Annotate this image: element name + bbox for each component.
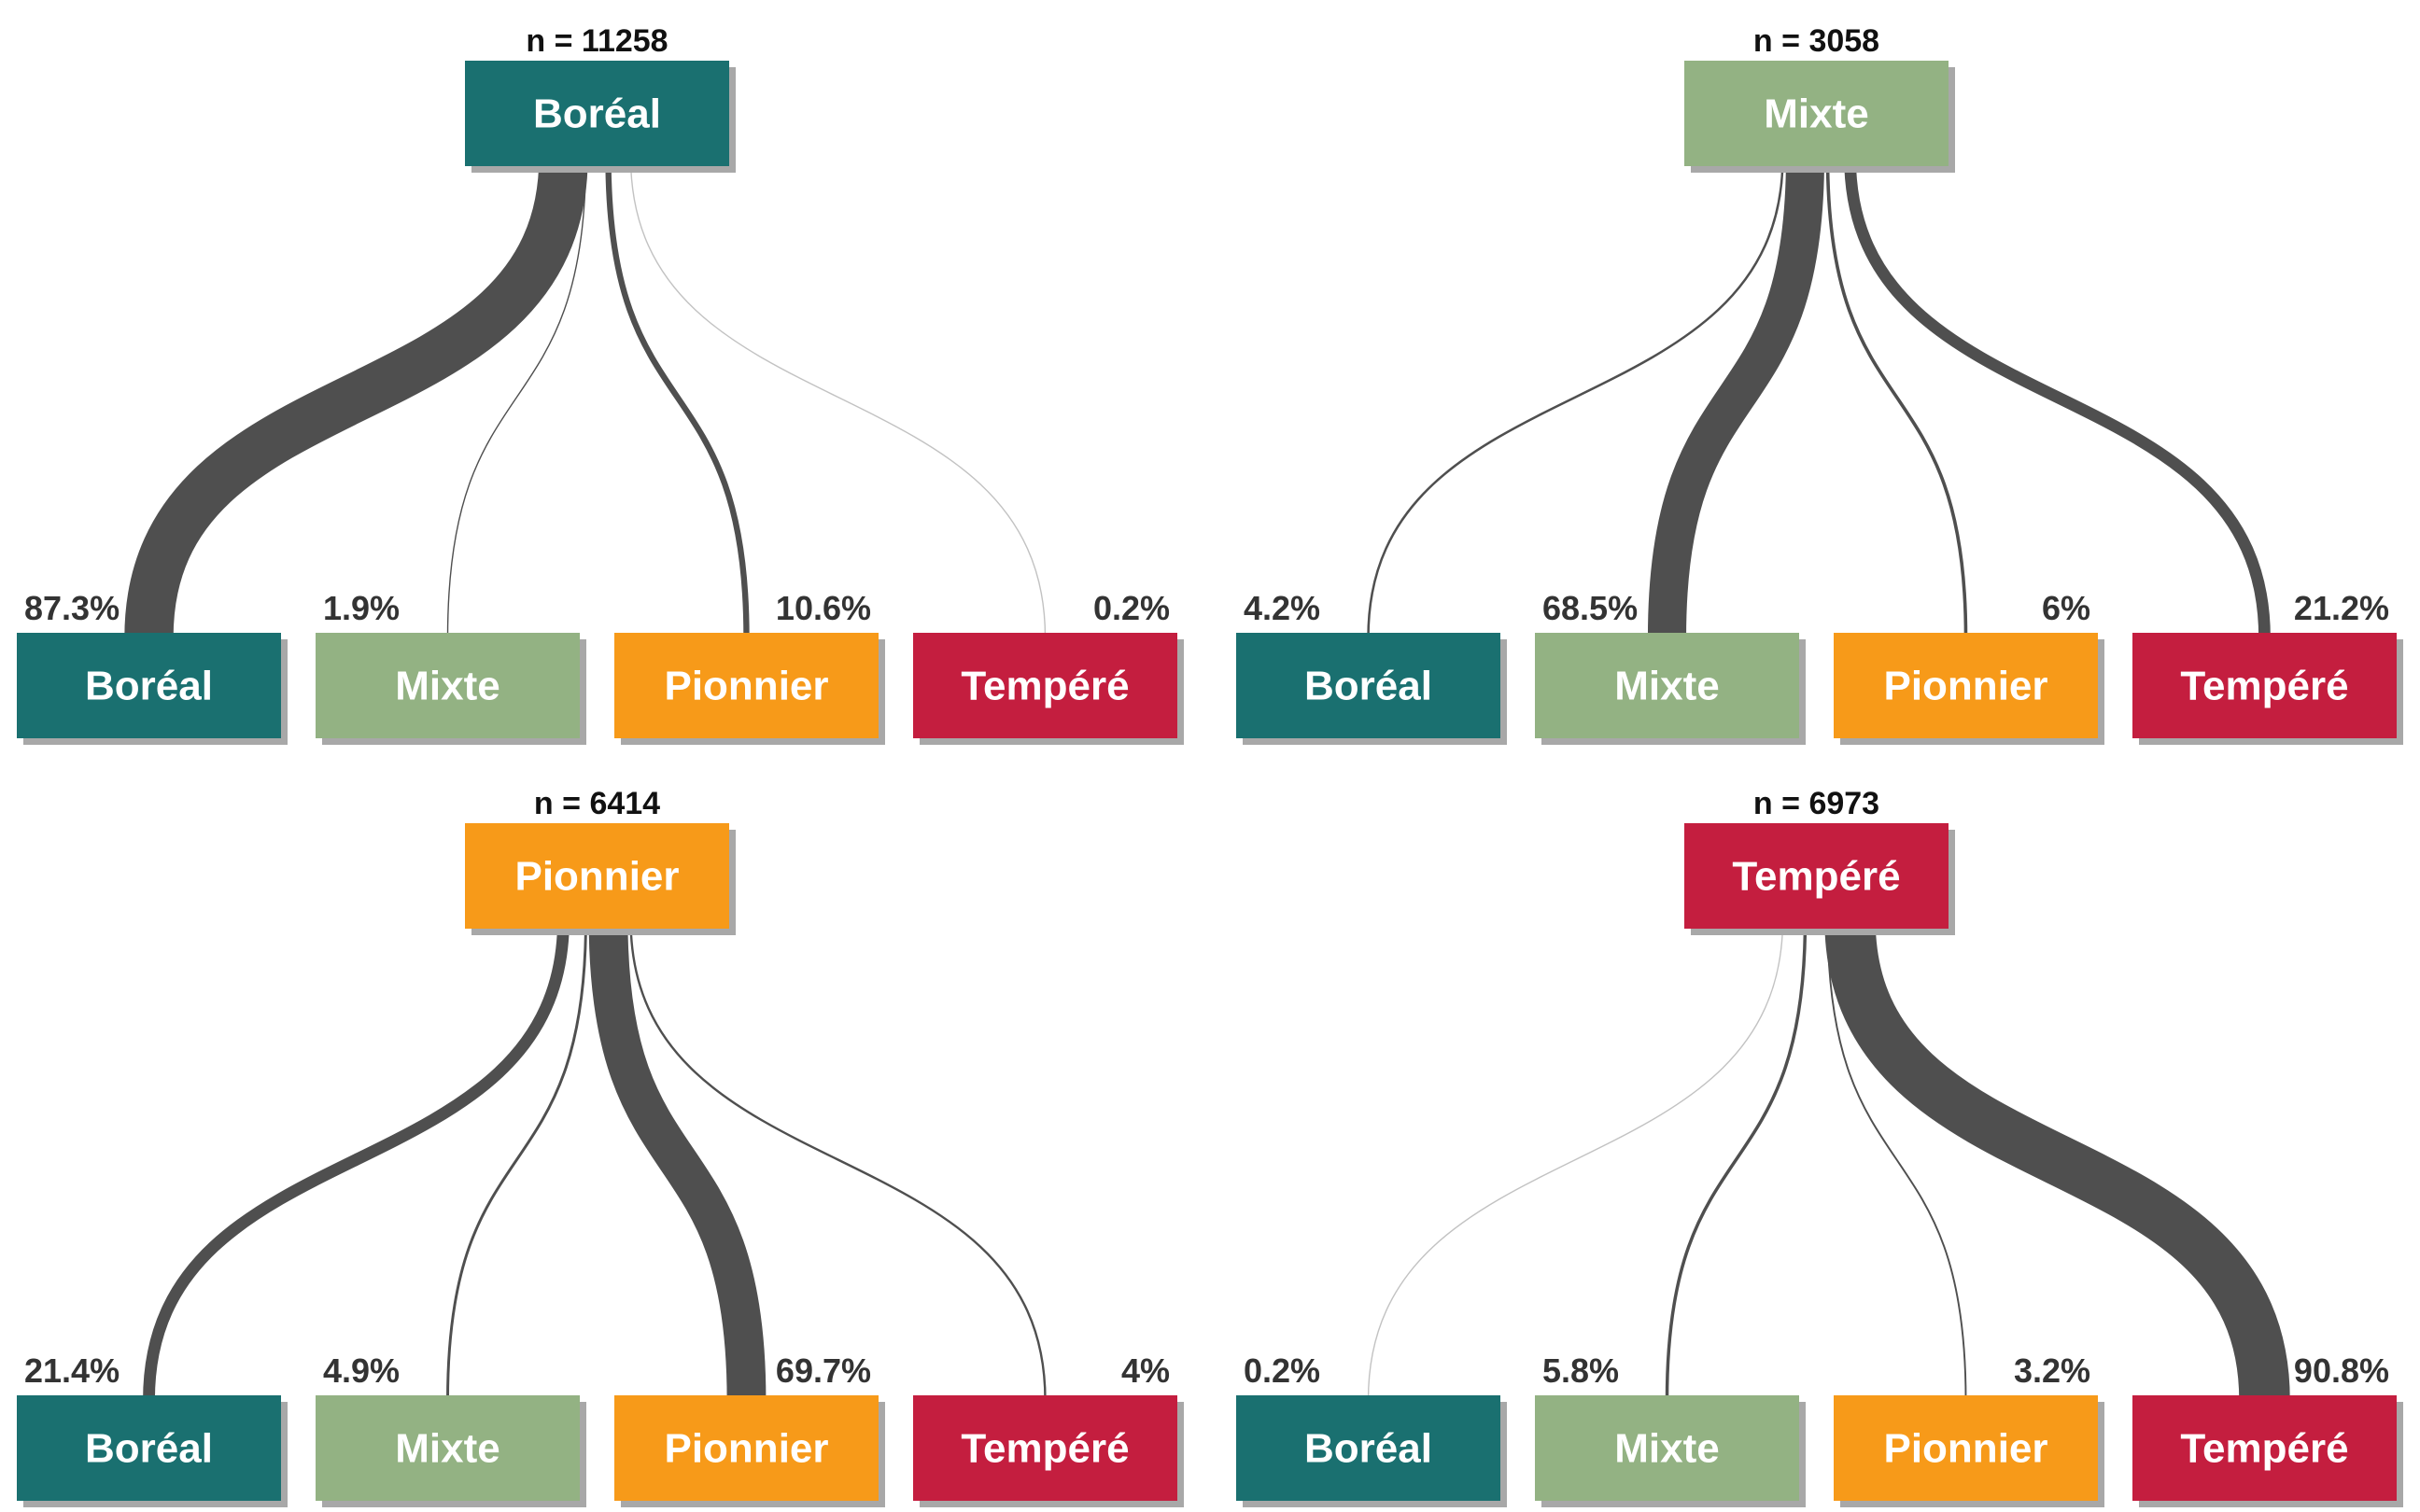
target-tempere-label: Tempéré	[961, 1426, 1129, 1472]
target-tempere-label: Tempéré	[961, 664, 1129, 709]
target-pionnier-label: Pionnier	[1883, 664, 2047, 709]
target-mixte-box	[316, 1395, 580, 1501]
target-mixte-label: Mixte	[1614, 1426, 1719, 1472]
target-tempere-box	[913, 633, 1177, 738]
panel-boreal: n = 11258 Boréal Boréal 87.3% Mixte 1.9% Pionn…	[17, 23, 1184, 745]
target-tempere-box	[2132, 633, 2397, 738]
panel-pionnier: n = 6414 Pionnier Boréal 21.4% Mixte 4.9% Pion…	[17, 786, 1184, 1507]
percent-label-boreal: 21.4%	[24, 1351, 120, 1390]
flow-boreal-to-tempere	[629, 156, 1047, 638]
flow-pionnier-to-tempere	[629, 918, 1047, 1401]
percent-label-pionnier: 10.6%	[776, 589, 871, 627]
percent-label-pionnier: 6%	[2042, 589, 2090, 627]
percent-label-mixte: 5.8%	[1542, 1351, 1619, 1390]
target-mixte-box	[1535, 1395, 1799, 1501]
sample-size-label: n = 6973	[1753, 786, 1879, 821]
source-mixte-label: Mixte	[1764, 91, 1868, 137]
target-mixte-label: Mixte	[395, 664, 499, 709]
target-pionnier-label: Pionnier	[664, 1426, 828, 1472]
flow-pionnier-to-pionnier	[588, 918, 767, 1401]
flow-tempere-to-boreal	[1367, 918, 1784, 1401]
flow-pionnier-to-boreal	[143, 918, 570, 1401]
target-boreal-box	[17, 633, 281, 738]
target-boreal-box	[17, 1395, 281, 1501]
target-tempere-label: Tempéré	[2180, 664, 2348, 709]
target-mixte-label: Mixte	[1614, 664, 1719, 709]
flow-boreal-to-mixte	[446, 156, 587, 638]
percent-label-mixte: 4.9%	[323, 1351, 400, 1390]
source-mixte-box	[1684, 61, 1949, 166]
percent-label-mixte: 68.5%	[1542, 589, 1638, 627]
target-boreal-label: Boréal	[1304, 664, 1432, 709]
target-pionnier-box	[1834, 1395, 2098, 1501]
flow-group	[143, 918, 1047, 1401]
target-tempere-box	[913, 1395, 1177, 1501]
panel-mixte: n = 3058 Mixte Boréal 4.2% Mixte 68.5% Pionnie…	[1236, 23, 2403, 745]
source-pionnier-label: Pionnier	[514, 854, 679, 900]
source-tempere-label: Tempéré	[1732, 854, 1900, 900]
flow-boreal-to-pionnier	[605, 156, 750, 638]
target-boreal-label: Boréal	[85, 1426, 213, 1472]
flow-group	[124, 156, 1047, 638]
flow-group	[1367, 918, 2290, 1401]
target-pionnier-box	[614, 633, 879, 738]
flow-boreal-to-boreal	[124, 156, 588, 638]
target-mixte-box	[316, 633, 580, 738]
percent-label-boreal: 87.3%	[24, 589, 120, 627]
percent-label-pionnier: 69.7%	[776, 1351, 871, 1390]
sample-size-label: n = 3058	[1753, 23, 1879, 59]
sample-size-label: n = 6414	[534, 786, 660, 821]
target-pionnier-box	[614, 1395, 879, 1501]
percent-label-boreal: 4.2%	[1244, 589, 1320, 627]
target-boreal-label: Boréal	[85, 664, 213, 709]
percent-label-tempere: 21.2%	[2294, 589, 2389, 627]
target-mixte-box	[1535, 633, 1799, 738]
flow-mixte-to-tempere	[1844, 156, 2271, 638]
flow-tempere-to-tempere	[1824, 918, 2290, 1401]
flow-tempere-to-mixte	[1665, 918, 1808, 1401]
source-pionnier-box	[465, 823, 729, 929]
flow-group	[1367, 156, 2271, 638]
source-boreal-box	[465, 61, 729, 166]
panel-tempere: n = 6973 Tempéré Boréal 0.2% Mixte 5.8% Pionni…	[1236, 786, 2403, 1507]
percent-label-tempere: 4%	[1121, 1351, 1170, 1390]
sample-size-label: n = 11258	[526, 23, 668, 59]
percent-label-mixte: 1.9%	[323, 589, 400, 627]
percent-label-boreal: 0.2%	[1244, 1351, 1320, 1390]
target-pionnier-box	[1834, 633, 2098, 738]
target-boreal-label: Boréal	[1304, 1426, 1432, 1472]
flow-mixte-to-mixte	[1647, 156, 1825, 638]
target-pionnier-label: Pionnier	[1883, 1426, 2047, 1472]
target-boreal-box	[1236, 1395, 1500, 1501]
flow-tempere-to-pionnier	[1826, 918, 1967, 1401]
target-tempere-label: Tempéré	[2180, 1426, 2348, 1472]
target-pionnier-label: Pionnier	[664, 664, 828, 709]
source-tempere-box	[1684, 823, 1949, 929]
source-boreal-label: Boréal	[533, 91, 661, 137]
target-mixte-label: Mixte	[395, 1426, 499, 1472]
flow-pionnier-to-mixte	[446, 918, 587, 1401]
target-boreal-box	[1236, 633, 1500, 738]
flow-mixte-to-boreal	[1367, 156, 1784, 638]
target-tempere-box	[2132, 1395, 2397, 1501]
percent-label-tempere: 90.8%	[2294, 1351, 2389, 1390]
flow-mixte-to-pionnier	[1825, 156, 1968, 638]
percent-label-pionnier: 3.2%	[2014, 1351, 2090, 1390]
percent-label-tempere: 0.2%	[1093, 589, 1170, 627]
